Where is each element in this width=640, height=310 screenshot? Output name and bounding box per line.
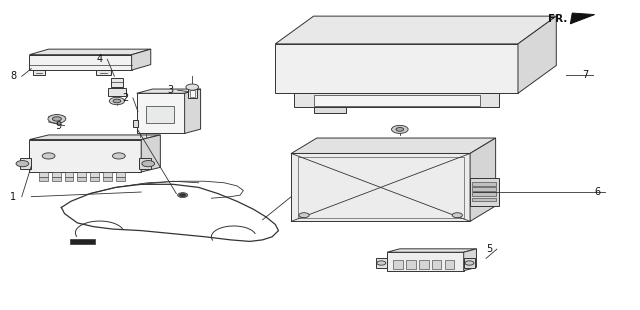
Circle shape [396,127,404,131]
Polygon shape [77,177,86,181]
Polygon shape [141,135,161,172]
Circle shape [392,125,408,133]
Polygon shape [189,90,195,97]
Polygon shape [116,177,125,181]
Polygon shape [103,177,112,181]
Circle shape [113,99,121,103]
Polygon shape [419,260,429,269]
Polygon shape [275,16,556,44]
Polygon shape [133,120,138,127]
Polygon shape [70,239,95,244]
Polygon shape [111,78,124,87]
Polygon shape [387,249,476,252]
Circle shape [179,193,186,197]
Polygon shape [29,135,161,140]
Polygon shape [445,260,454,269]
Polygon shape [90,177,99,181]
Polygon shape [137,89,200,93]
Polygon shape [472,197,495,201]
Polygon shape [291,153,470,221]
Circle shape [452,213,463,218]
Polygon shape [29,49,151,55]
Circle shape [109,97,125,105]
Polygon shape [39,172,48,177]
Polygon shape [29,55,132,70]
Text: 3: 3 [167,85,173,95]
Polygon shape [188,87,197,98]
Polygon shape [33,70,45,75]
Polygon shape [65,172,74,177]
Polygon shape [570,13,595,24]
Text: 2: 2 [122,93,129,103]
Polygon shape [137,93,184,133]
Circle shape [16,161,29,167]
Text: 4: 4 [97,54,103,64]
Polygon shape [291,138,495,153]
Polygon shape [49,115,65,118]
Polygon shape [90,172,99,177]
Polygon shape [116,172,125,177]
Text: 8: 8 [10,71,17,81]
Polygon shape [108,88,126,96]
Polygon shape [314,107,346,113]
Circle shape [142,161,155,167]
Polygon shape [52,172,61,177]
Circle shape [465,261,474,265]
Polygon shape [472,187,495,191]
Polygon shape [132,49,151,70]
Polygon shape [518,16,556,93]
Polygon shape [52,177,61,181]
Polygon shape [394,260,403,269]
Polygon shape [432,260,442,269]
Polygon shape [294,93,499,107]
Text: 9: 9 [55,121,61,131]
Polygon shape [472,192,495,196]
Text: FR.: FR. [548,14,568,24]
Polygon shape [406,260,416,269]
Polygon shape [387,252,464,271]
Circle shape [42,153,55,159]
Circle shape [377,261,386,265]
Polygon shape [184,89,200,133]
Polygon shape [464,249,476,271]
Polygon shape [314,95,479,106]
Polygon shape [140,158,151,169]
Text: 7: 7 [582,70,588,80]
Polygon shape [470,138,495,221]
Polygon shape [65,177,74,181]
Circle shape [299,213,309,218]
Polygon shape [97,70,111,75]
Circle shape [113,153,125,159]
Polygon shape [275,44,518,93]
Circle shape [48,115,66,123]
Circle shape [177,193,188,197]
Circle shape [52,117,61,121]
Text: 6: 6 [595,187,601,197]
Text: 1: 1 [10,192,17,202]
Polygon shape [39,177,48,181]
Polygon shape [29,140,141,172]
Polygon shape [20,158,31,169]
Polygon shape [103,172,112,177]
Polygon shape [470,178,499,206]
Polygon shape [147,106,174,122]
Circle shape [186,84,198,90]
Polygon shape [464,258,475,268]
Text: 5: 5 [486,244,492,254]
Polygon shape [376,258,387,268]
Polygon shape [77,172,86,177]
Polygon shape [472,182,495,186]
